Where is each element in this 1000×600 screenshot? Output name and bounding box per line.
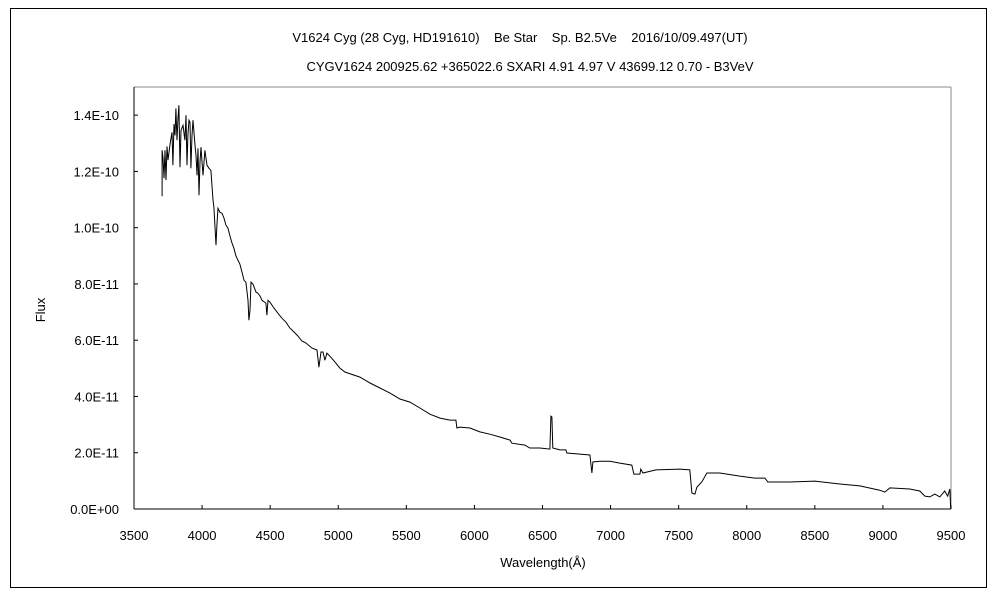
y-tick-label: 4.0E-11 [74,389,119,404]
y-tick-label: 1.0E-10 [73,221,119,236]
x-tick-label: 8500 [800,528,829,543]
y-tick-label: 6.0E-11 [74,333,119,348]
x-tick-label: 8000 [732,528,761,543]
x-tick-label: 9000 [868,528,897,543]
x-tick-label: 4000 [188,528,217,543]
x-tick-label: 9500 [937,528,966,543]
y-tick-label: 8.0E-11 [74,277,119,292]
x-tick-label: 4500 [256,528,285,543]
spectrum-line [161,105,952,510]
y-tick-label: 2.0E-11 [74,446,119,461]
chart-subtitle: CYGV1624 200925.62 +365022.6 SXARI 4.91 … [306,59,753,74]
x-tick-label: 5500 [392,528,421,543]
y-axis-label: Flux [33,297,48,322]
x-tick-label: 6500 [528,528,557,543]
x-tick-label: 7000 [596,528,625,543]
y-tick-label: 0.0E+00 [70,502,119,517]
y-tick-label: 1.4E-10 [73,108,119,123]
x-tick-label: 6000 [460,528,489,543]
chart-title: V1624 Cyg (28 Cyg, HD191610) Be Star Sp.… [292,30,747,45]
x-tick-label: 3500 [120,528,149,543]
chart-frame [10,8,987,588]
x-tick-label: 5000 [324,528,353,543]
y-tick-label: 1.2E-10 [73,164,119,179]
x-tick-label: 7500 [664,528,693,543]
x-axis-label: Wavelength(Å) [500,555,586,570]
